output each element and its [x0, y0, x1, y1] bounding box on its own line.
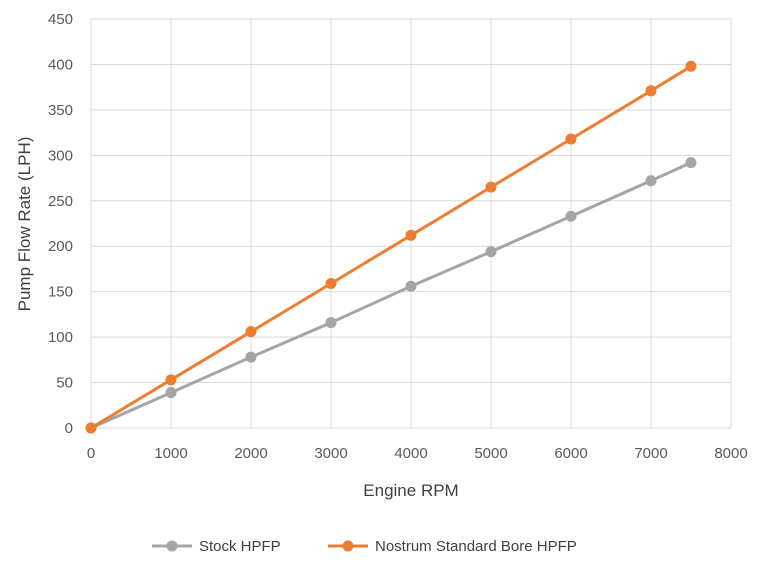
series-line: [90, 65, 692, 430]
data-point: [485, 181, 497, 193]
legend: Stock HPFP Nostrum Standard Bore HPFP: [152, 538, 577, 555]
x-tick-label: 7000: [634, 445, 667, 462]
legend-item: Stock HPFP: [152, 538, 281, 555]
y-tick-label: 450: [48, 11, 73, 28]
data-point: [565, 133, 577, 145]
x-tick-label: 1000: [154, 445, 187, 462]
data-point: [485, 246, 497, 258]
x-tick-label: 8000: [714, 445, 747, 462]
x-tick-label: 3000: [314, 445, 347, 462]
legend-label: Stock HPFP: [199, 538, 281, 555]
x-tick-label: 4000: [394, 445, 427, 462]
y-tick-label: 100: [48, 329, 73, 346]
series-layer: [85, 60, 697, 434]
data-point: [645, 175, 657, 187]
x-tick-label: 6000: [554, 445, 587, 462]
y-axis-title: Pump Flow Rate (LPH): [15, 137, 34, 312]
data-point: [85, 422, 97, 434]
y-tick-labels: 0 50 100 150 200 250 300 350 400 450: [48, 11, 73, 437]
data-point: [165, 387, 177, 399]
series-1: [85, 60, 697, 434]
x-tick-label: 5000: [474, 445, 507, 462]
data-point: [685, 60, 697, 72]
legend-item: Nostrum Standard Bore HPFP: [328, 538, 577, 555]
data-point: [245, 351, 257, 363]
grid-lines: [90, 18, 732, 429]
data-point: [245, 326, 257, 338]
data-point: [165, 374, 177, 386]
data-point: [565, 210, 577, 222]
y-tick-label: 400: [48, 56, 73, 73]
data-point: [325, 277, 337, 289]
y-tick-label: 200: [48, 238, 73, 255]
y-tick-label: 350: [48, 102, 73, 119]
y-tick-label: 0: [65, 420, 73, 437]
data-point: [405, 229, 417, 241]
x-tick-label: 0: [87, 445, 95, 462]
legend-swatch-marker: [342, 540, 354, 552]
x-axis-title: Engine RPM: [363, 481, 458, 500]
y-tick-label: 250: [48, 193, 73, 210]
y-tick-label: 300: [48, 147, 73, 164]
legend-label: Nostrum Standard Bore HPFP: [375, 538, 577, 555]
series-0: [85, 157, 697, 434]
legend-swatch-marker: [166, 540, 178, 552]
x-tick-label: 2000: [234, 445, 267, 462]
y-tick-label: 150: [48, 284, 73, 301]
x-tick-labels: 0 1000 2000 3000 4000 5000 6000 7000 8000: [87, 445, 748, 462]
data-point: [645, 85, 657, 97]
data-point: [405, 280, 417, 292]
series-line: [90, 161, 692, 430]
data-point: [325, 317, 337, 329]
y-tick-label: 50: [56, 375, 73, 392]
data-point: [685, 157, 697, 169]
